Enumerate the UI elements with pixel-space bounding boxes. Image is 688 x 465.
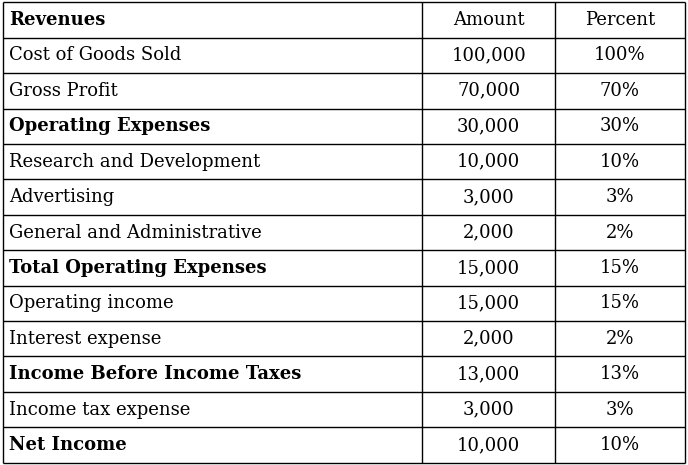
Text: 3%: 3% xyxy=(605,400,634,418)
Text: Percent: Percent xyxy=(585,11,655,29)
Text: 15,000: 15,000 xyxy=(457,294,520,312)
Text: 10,000: 10,000 xyxy=(457,153,520,171)
Text: 30%: 30% xyxy=(600,117,640,135)
Text: 13,000: 13,000 xyxy=(457,365,520,383)
Text: 3%: 3% xyxy=(605,188,634,206)
Text: Research and Development: Research and Development xyxy=(9,153,260,171)
Text: Amount: Amount xyxy=(453,11,524,29)
Text: Revenues: Revenues xyxy=(9,11,105,29)
Text: 100%: 100% xyxy=(594,46,645,65)
Text: 15%: 15% xyxy=(600,259,640,277)
Text: 13%: 13% xyxy=(600,365,640,383)
Text: Interest expense: Interest expense xyxy=(9,330,161,348)
Text: 10,000: 10,000 xyxy=(457,436,520,454)
Text: 100,000: 100,000 xyxy=(451,46,526,65)
Text: 2,000: 2,000 xyxy=(463,224,515,241)
Text: Gross Profit: Gross Profit xyxy=(9,82,118,100)
Text: 10%: 10% xyxy=(600,153,640,171)
Text: 3,000: 3,000 xyxy=(463,188,515,206)
Text: 70,000: 70,000 xyxy=(457,82,520,100)
Text: 10%: 10% xyxy=(600,436,640,454)
Text: General and Administrative: General and Administrative xyxy=(9,224,261,241)
Text: Net Income: Net Income xyxy=(9,436,127,454)
Text: 15,000: 15,000 xyxy=(457,259,520,277)
Text: 2%: 2% xyxy=(605,224,634,241)
Text: Total Operating Expenses: Total Operating Expenses xyxy=(9,259,266,277)
Text: Income tax expense: Income tax expense xyxy=(9,400,191,418)
Text: 30,000: 30,000 xyxy=(457,117,520,135)
Text: Advertising: Advertising xyxy=(9,188,114,206)
Text: 2,000: 2,000 xyxy=(463,330,515,348)
Text: 70%: 70% xyxy=(600,82,640,100)
Text: 2%: 2% xyxy=(605,330,634,348)
Text: Operating income: Operating income xyxy=(9,294,173,312)
Text: 3,000: 3,000 xyxy=(463,400,515,418)
Text: Income Before Income Taxes: Income Before Income Taxes xyxy=(9,365,301,383)
Text: Cost of Goods Sold: Cost of Goods Sold xyxy=(9,46,182,65)
Text: Operating Expenses: Operating Expenses xyxy=(9,117,211,135)
Text: 15%: 15% xyxy=(600,294,640,312)
